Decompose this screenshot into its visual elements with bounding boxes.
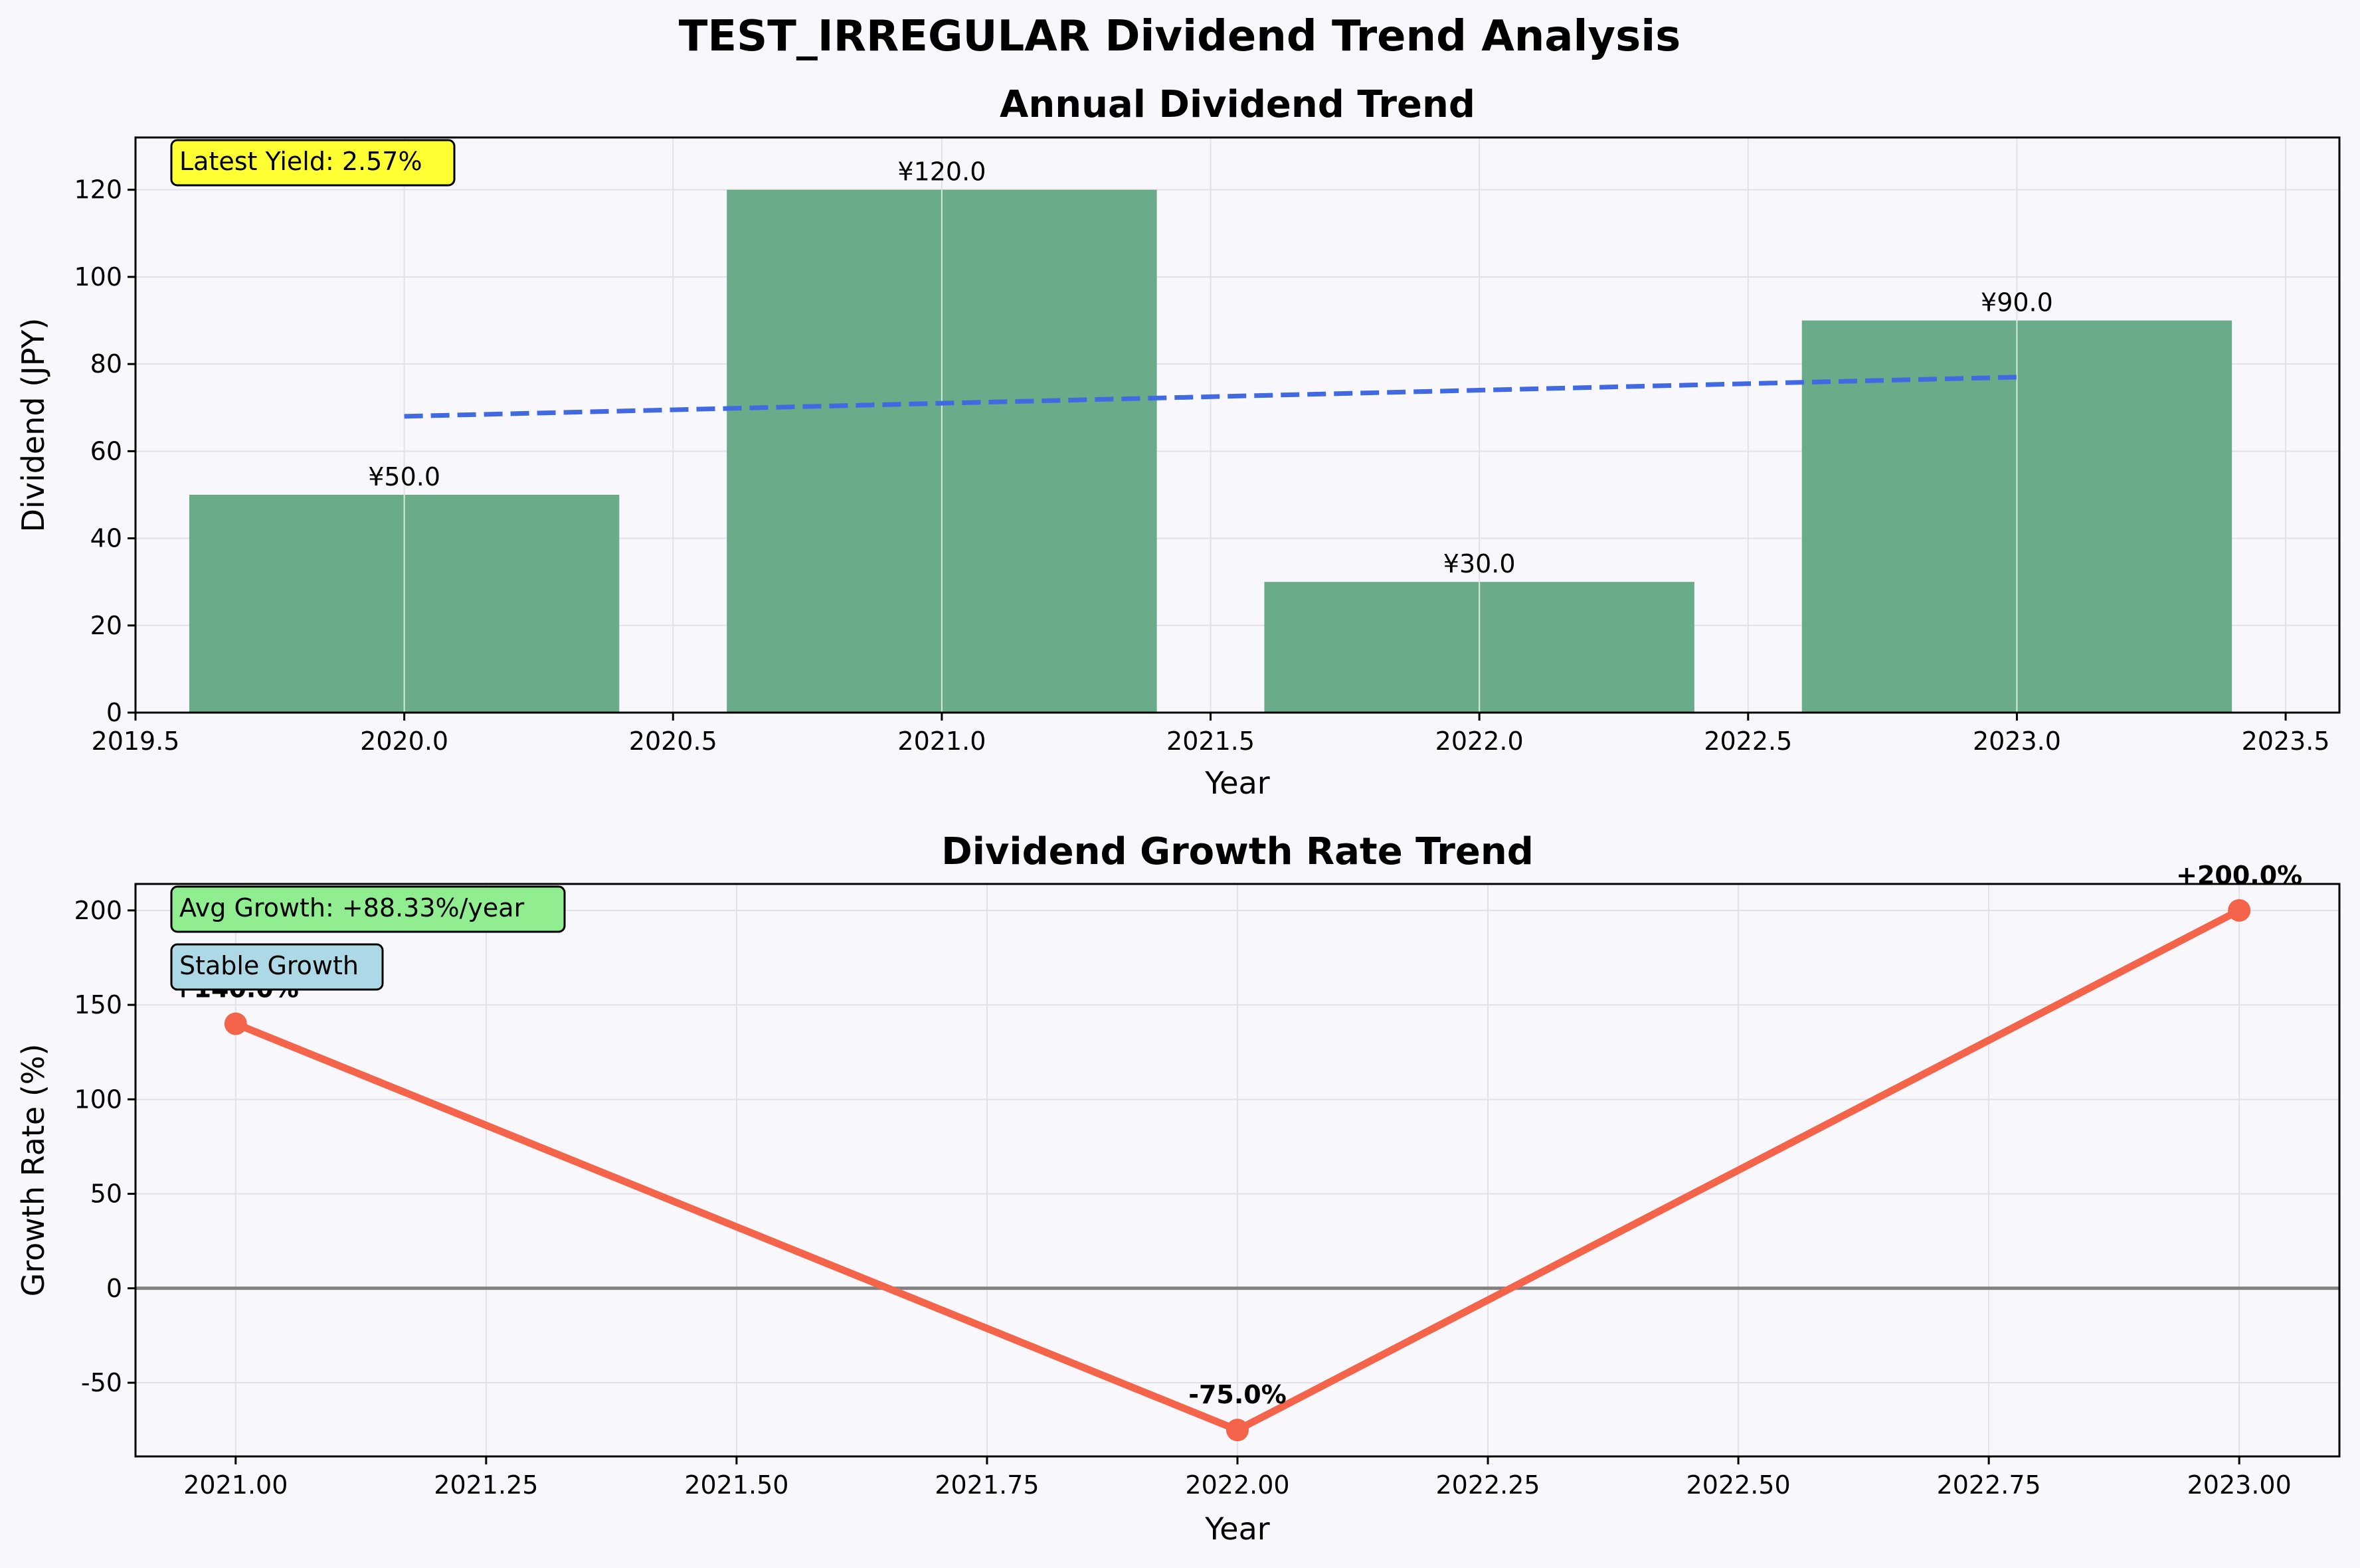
x-tick-label: 2022.0 [1435,727,1524,756]
y-tick-label: 100 [74,262,122,292]
annual-dividend-y-label: Dividend (JPY) [15,318,51,533]
growth-rate-points [224,899,2251,1442]
growth-rate-title: Dividend Growth Rate Trend [941,830,1534,873]
annual-dividend-plot-frame [134,136,2341,714]
bar-value-label: ¥50.0 [368,462,440,491]
annual-dividend-y-ticks: 0 20 40 60 80 100 120 [74,175,136,727]
annual-dividend-x-ticks: 2019.5 2020.0 2020.5 2021.0 2021.5 2022.0 2022… [92,713,2330,756]
figure-title: TEST_IRREGULAR Dividend Trend Analysis [679,12,1681,61]
growth-status-annotation: Stable Growth [179,951,359,980]
average-growth-box [170,885,566,933]
x-tick-label: 2021.00 [183,1470,288,1500]
growth-rate-grid [136,884,2339,1456]
y-tick-label: 0 [106,1274,122,1303]
x-tick-label: 2020.5 [629,727,717,756]
growth-status-box [170,943,384,991]
bar-value-label: ¥120.0 [897,157,986,187]
growth-rate-panel: +140.0%-75.0%+200.0% 2021.002021.252021.… [15,830,2341,1547]
y-tick-label: 120 [74,175,122,205]
x-tick-label: 2019.5 [92,727,180,756]
y-tick-label: 60 [90,436,122,466]
growth-rate-point [224,1012,247,1035]
growth-rate-y-label: Growth Rate (%) [15,1044,51,1297]
x-tick-label: 2021.75 [935,1470,1039,1500]
growth-rate-point [1226,1419,1249,1442]
annual-dividend-bars [189,189,2232,713]
latest-yield-annotation: Latest Yield: 2.57% [179,147,422,176]
x-tick-label: 2023.0 [1973,727,2061,756]
bar-value-labels: ¥50.0 ¥120.0 ¥30.0 ¥90.0 [368,157,2053,578]
growth-rate-y-ticks: -50 0 50 100 150 200 [74,896,136,1397]
growth-rate-point-label: +200.0% [2176,861,2302,890]
annual-dividend-panel: ¥50.0 ¥120.0 ¥30.0 ¥90.0 2019.5 2020.0 2020.5… [15,83,2341,801]
average-growth-annotation: Avg Growth: +88.33%/year [179,893,525,922]
dividend-trend-line [404,375,2017,419]
y-tick-label: 200 [74,896,122,925]
growth-rate-x-label: Year [1204,1511,1269,1547]
growth-rate-point [2228,899,2251,922]
y-tick-label: 150 [74,990,122,1019]
x-tick-label: 2021.25 [434,1470,538,1500]
y-tick-label: 50 [90,1179,122,1209]
x-tick-label: 2022.25 [1435,1470,1540,1500]
annual-dividend-x-label: Year [1204,765,1269,801]
bar-value-label: ¥90.0 [1981,288,2053,317]
x-tick-label: 2022.75 [1937,1470,2041,1500]
x-tick-label: 2022.5 [1704,727,1792,756]
annual-dividend-title: Annual Dividend Trend [1000,83,1475,126]
growth-rate-point-label: -75.0% [1188,1380,1287,1409]
growth-rate-x-ticks: 2021.00 2021.25 2021.50 2021.75 2022.00 2022.… [183,1456,2292,1500]
x-tick-label: 2023.5 [2242,727,2330,756]
y-tick-label: -50 [81,1368,122,1397]
latest-yield-box [170,139,456,187]
x-tick-label: 2022.50 [1686,1470,1791,1500]
y-tick-label: 40 [90,524,122,553]
y-tick-label: 0 [106,698,122,727]
x-tick-label: 2021.50 [684,1470,788,1500]
x-tick-label: 2023.00 [2187,1470,2292,1500]
x-tick-label: 2021.5 [1166,727,1255,756]
x-tick-label: 2020.0 [360,727,448,756]
y-tick-label: 100 [74,1085,122,1114]
y-tick-label: 20 [90,611,122,640]
y-tick-label: 80 [90,349,122,379]
x-tick-label: 2021.0 [897,727,986,756]
x-tick-label: 2022.00 [1185,1470,1289,1500]
bar-value-label: ¥30.0 [1443,549,1516,578]
